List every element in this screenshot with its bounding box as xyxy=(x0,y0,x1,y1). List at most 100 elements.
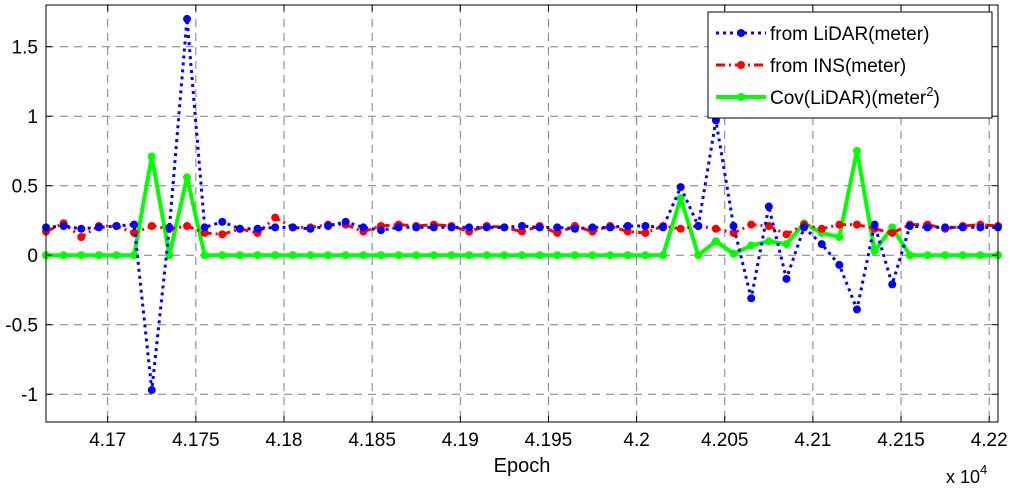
data-point xyxy=(306,224,315,233)
legend: from LiDAR(meter) from INS(meter) Cov(LiDA… xyxy=(707,11,993,119)
data-point xyxy=(782,230,791,239)
data-point xyxy=(306,251,315,260)
data-point xyxy=(782,240,791,249)
data-point xyxy=(888,280,897,289)
data-point xyxy=(764,202,773,211)
legend-marker xyxy=(737,29,745,37)
data-point xyxy=(271,251,280,260)
data-point xyxy=(235,224,244,233)
data-point xyxy=(570,251,579,260)
data-point xyxy=(676,194,685,203)
y-tick-label: 1 xyxy=(27,107,38,128)
data-point xyxy=(341,217,350,226)
data-point xyxy=(465,251,474,260)
data-point xyxy=(77,251,86,260)
data-point xyxy=(641,222,650,231)
legend-label: from INS(meter) xyxy=(770,56,906,77)
data-point xyxy=(518,251,526,260)
legend-entry: Cov(LiDAR)(meter2) xyxy=(716,84,940,109)
data-point xyxy=(59,222,68,231)
x-tick-label: 4.19 xyxy=(442,430,479,451)
data-point xyxy=(553,251,562,260)
data-point xyxy=(376,251,385,260)
data-point xyxy=(729,228,738,237)
data-point xyxy=(976,223,985,232)
data-point xyxy=(465,223,474,232)
x-tick-label: 4.17 xyxy=(89,430,126,451)
y-tick-label: 0.5 xyxy=(12,177,38,198)
data-point xyxy=(59,251,68,260)
axis-ticks xyxy=(46,5,998,422)
data-point xyxy=(77,233,86,242)
x-tick-label: 4.2 xyxy=(623,430,649,451)
y-tick-label: 0 xyxy=(27,246,38,267)
data-point xyxy=(553,223,562,232)
data-point xyxy=(147,222,156,231)
data-point xyxy=(923,251,932,260)
data-point xyxy=(835,260,844,269)
data-point xyxy=(958,251,967,260)
x-tick-label: 4.205 xyxy=(701,430,749,451)
data-point xyxy=(200,228,209,237)
data-point xyxy=(729,249,738,258)
data-point xyxy=(253,224,262,233)
data-point xyxy=(729,222,738,231)
data-point xyxy=(518,227,526,236)
data-point xyxy=(905,222,914,231)
x-tick-label: 4.18 xyxy=(266,430,303,451)
data-point xyxy=(271,213,280,222)
data-point xyxy=(359,223,368,232)
data-point xyxy=(200,223,209,232)
data-point xyxy=(324,222,333,231)
data-point xyxy=(659,223,668,232)
data-point xyxy=(130,220,139,229)
data-point xyxy=(835,233,844,242)
data-point xyxy=(958,223,967,232)
data-point xyxy=(482,251,491,260)
data-point xyxy=(905,251,914,260)
data-point xyxy=(623,251,632,260)
data-point xyxy=(659,251,668,260)
x-axis-label: Epoch xyxy=(494,455,551,477)
data-point xyxy=(359,251,368,260)
data-point xyxy=(112,222,121,231)
data-point xyxy=(941,251,950,260)
data-point xyxy=(235,251,244,260)
data-point xyxy=(218,251,227,260)
x-tick-label: 4.175 xyxy=(172,430,220,451)
data-point xyxy=(800,223,809,232)
data-point xyxy=(870,220,879,229)
x-tick-label: 4.22 xyxy=(971,430,1008,451)
x-tick-label: 4.195 xyxy=(525,430,573,451)
data-point xyxy=(288,251,297,260)
data-point xyxy=(94,223,103,232)
data-point xyxy=(165,223,174,232)
data-point xyxy=(535,251,544,260)
y-tick-label: -1 xyxy=(21,385,38,406)
data-point xyxy=(782,274,791,283)
x-tick-label: 4.215 xyxy=(877,430,925,451)
plot-frame xyxy=(45,4,999,423)
legend-marker xyxy=(737,61,745,69)
data-point xyxy=(764,237,773,246)
data-point xyxy=(500,223,509,232)
data-point xyxy=(588,251,597,260)
data-point xyxy=(588,223,597,232)
data-point xyxy=(623,222,632,231)
data-point xyxy=(94,251,103,260)
data-point xyxy=(553,228,562,237)
data-point xyxy=(271,223,280,232)
data-point xyxy=(341,251,350,260)
data-point xyxy=(183,14,192,23)
data-point xyxy=(183,222,192,231)
legend-label: from LiDAR(meter) xyxy=(770,24,929,45)
data-point xyxy=(77,224,86,233)
data-point xyxy=(747,241,756,250)
data-point xyxy=(641,228,650,237)
data-point xyxy=(941,223,950,232)
data-point xyxy=(694,222,703,231)
data-point xyxy=(376,226,385,235)
data-point xyxy=(183,173,192,182)
data-point xyxy=(447,251,456,260)
